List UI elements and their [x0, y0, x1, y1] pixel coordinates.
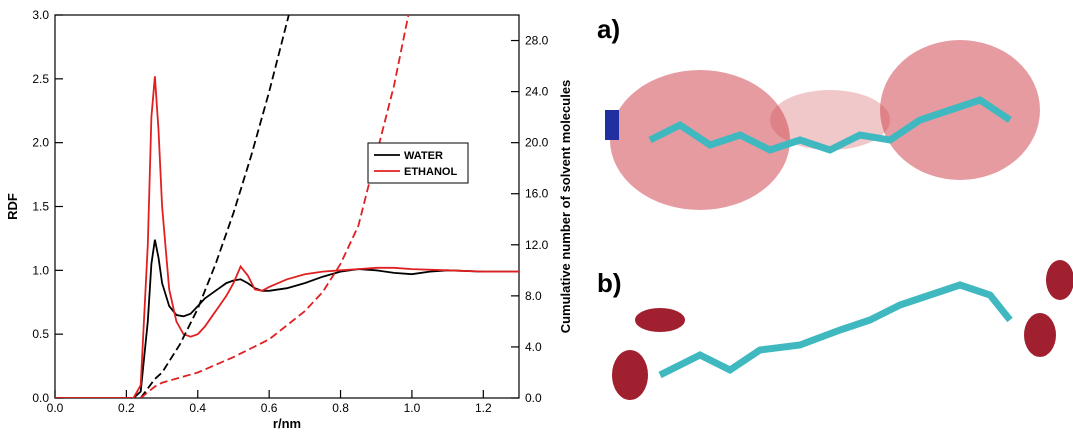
y2-tick-label: 16.0 [525, 187, 549, 201]
molecule-panel-b [612, 260, 1073, 400]
x-tick-label: 1.0 [404, 401, 421, 415]
y-tick-label: 1.0 [32, 263, 49, 277]
y2-tick-label: 24.0 [525, 85, 549, 99]
x-tick-label: 0.2 [118, 401, 135, 415]
x-axis-label: r/nm [273, 416, 301, 431]
y2-tick-label: 20.0 [525, 136, 549, 150]
series-line [55, 76, 519, 398]
y2-tick-label: 4.0 [525, 340, 542, 354]
y-tick-label: 2.0 [32, 136, 49, 150]
panel-label: b) [597, 268, 622, 298]
molecule-panel-a [605, 40, 1040, 210]
legend-box [367, 142, 469, 184]
y2-tick-label: 28.0 [525, 34, 549, 48]
y2-tick-label: 8.0 [525, 289, 542, 303]
legend-label: ETHANOL [404, 166, 457, 178]
y-tick-label: 0.0 [32, 391, 49, 405]
x-tick-label: 0.0 [47, 401, 64, 415]
y2-axis-label: Cumulative number of solvent molecules [558, 80, 573, 334]
y-tick-label: 2.5 [32, 72, 49, 86]
y2-tick-label: 0.0 [525, 391, 542, 405]
x-tick-label: 0.4 [189, 401, 206, 415]
panel-label: a) [597, 14, 620, 44]
plot-frame [54, 14, 520, 399]
x-tick-label: 0.8 [332, 401, 349, 415]
x-tick-label: 0.6 [261, 401, 278, 415]
y-tick-label: 1.5 [32, 200, 49, 214]
legend-label: WATER [404, 150, 443, 162]
y-tick-label: 0.5 [32, 327, 49, 341]
series-line [139, 15, 290, 398]
y-tick-label: 3.0 [32, 8, 49, 22]
x-tick-label: 1.2 [475, 401, 492, 415]
y-axis-label: RDF [5, 193, 20, 220]
y2-tick-label: 12.0 [525, 238, 549, 252]
series-line [55, 239, 519, 398]
